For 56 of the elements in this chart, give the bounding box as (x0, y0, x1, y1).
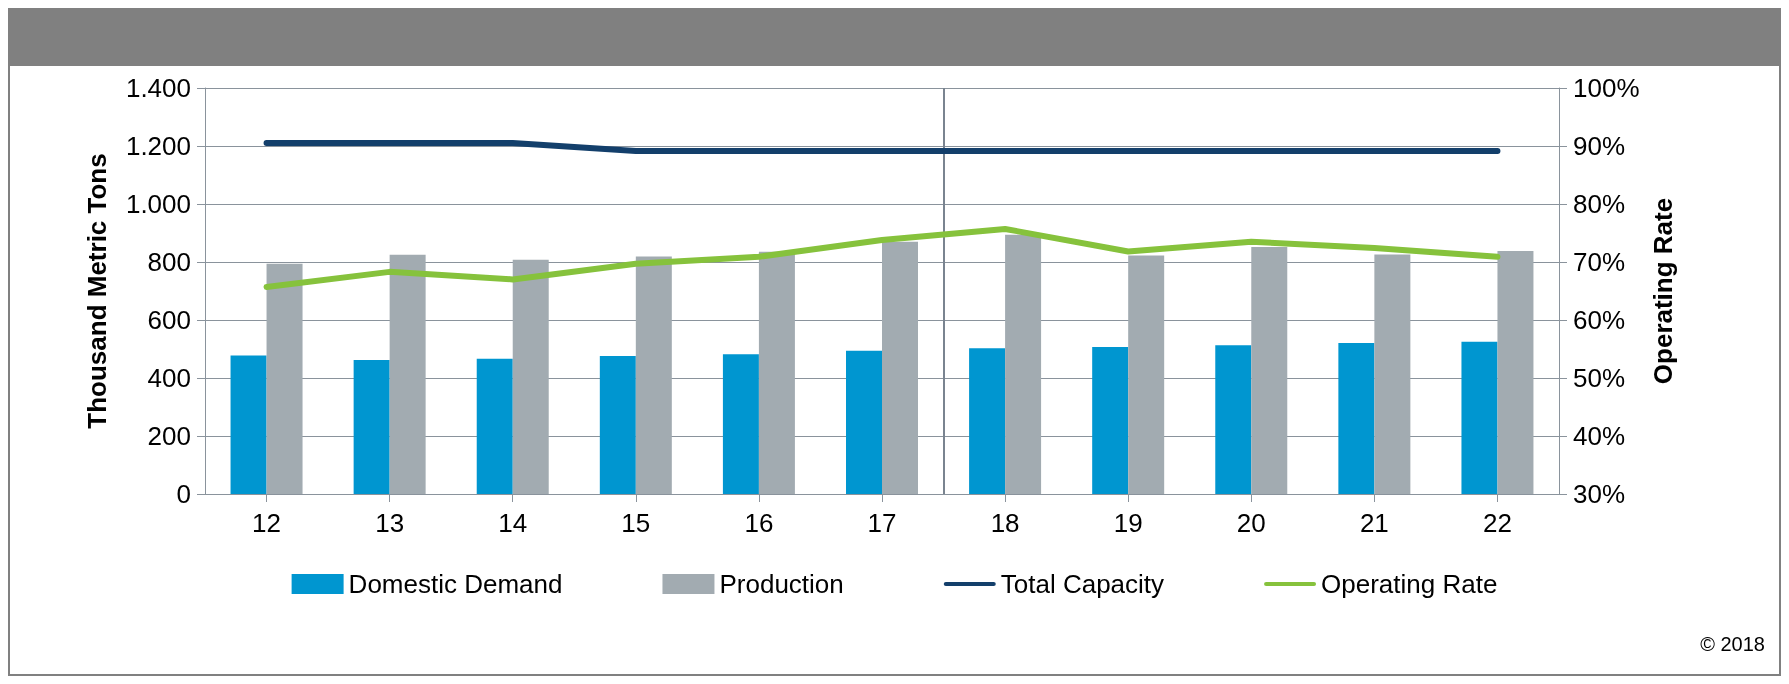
bar (1251, 246, 1288, 494)
bar (353, 360, 390, 494)
x-tick-label: 15 (621, 508, 651, 538)
y-tick-label: 400 (147, 363, 191, 393)
y2-tick-label: 90% (1573, 131, 1626, 161)
bar (599, 355, 636, 494)
y-tick-label: 600 (147, 305, 191, 335)
bar (1374, 254, 1411, 494)
legend-label: Operating Rate (1321, 569, 1498, 599)
y-tick-label: 1.200 (125, 131, 191, 161)
x-tick-label: 17 (867, 508, 897, 538)
x-tick-label: 14 (498, 508, 528, 538)
y2-tick-label: 60% (1573, 305, 1626, 335)
y-axis-title: Thousand Metric Tons (82, 153, 112, 429)
bar (1461, 341, 1498, 494)
y2-tick-label: 100% (1573, 73, 1640, 103)
x-tick-label: 12 (252, 508, 282, 538)
bar (476, 358, 513, 494)
bar (1338, 342, 1375, 494)
bar (846, 350, 882, 494)
y2-tick-label: 80% (1573, 189, 1626, 219)
x-tick-label: 19 (1113, 508, 1143, 538)
bar (635, 256, 672, 494)
y-tick-label: 800 (147, 247, 191, 277)
y2-axis-title: Operating Rate (1648, 197, 1679, 385)
x-tick-label: 16 (744, 508, 774, 538)
bar (882, 241, 918, 494)
bar (758, 251, 795, 494)
y-tick-label: 1.000 (125, 189, 191, 219)
bar (512, 259, 549, 494)
y-tick-label: 1.400 (125, 73, 191, 103)
bar (722, 354, 759, 494)
legend-label: Production (719, 569, 844, 599)
y2-tick-label: 70% (1573, 247, 1626, 277)
legend-label: Domestic Demand (348, 569, 563, 599)
y2-tick-label: 50% (1573, 363, 1626, 393)
x-tick-label: 18 (990, 508, 1020, 538)
x-tick-label: 13 (375, 508, 405, 538)
y-tick-label: 0 (176, 479, 191, 509)
bar (266, 263, 303, 494)
bar (1128, 255, 1165, 494)
bar (969, 348, 1006, 494)
x-tick-label: 21 (1359, 508, 1389, 538)
y2-tick-label: 30% (1573, 479, 1626, 509)
bar (389, 254, 426, 494)
bar (230, 355, 267, 494)
text: © 2018 (1700, 633, 1765, 656)
y-tick-label: 200 (147, 421, 191, 451)
x-tick-label: 20 (1236, 508, 1266, 538)
bar (1092, 346, 1129, 494)
bar (1497, 250, 1534, 494)
bar (1215, 345, 1252, 494)
bar (1005, 234, 1042, 494)
y2-tick-label: 40% (1573, 421, 1626, 451)
x-tick-label: 22 (1482, 508, 1512, 538)
legend-label: Total Capacity (1000, 569, 1165, 599)
